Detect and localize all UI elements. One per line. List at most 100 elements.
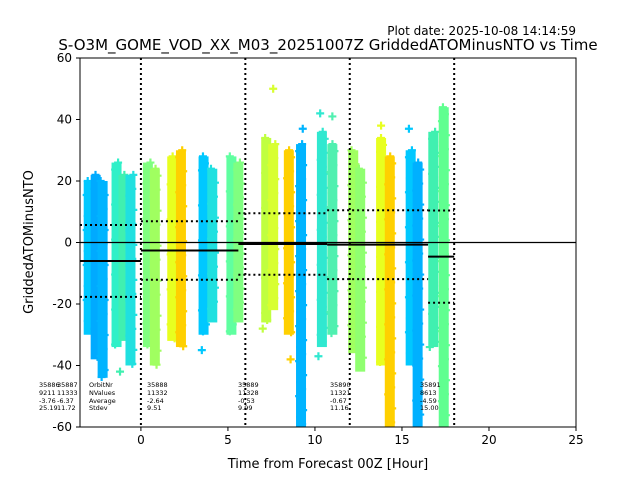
- data-point: [326, 168, 335, 177]
- data-band: [295, 140, 308, 427]
- data-point: [90, 324, 99, 333]
- data-point: [440, 355, 449, 364]
- data-point: [354, 339, 363, 348]
- data-point: [441, 131, 450, 140]
- data-point: [412, 291, 421, 300]
- data-point: [439, 124, 448, 133]
- data-point: [175, 328, 184, 337]
- data-point: [328, 175, 337, 184]
- data-point: [388, 264, 397, 273]
- data-point: [261, 133, 270, 142]
- data-point: [439, 264, 448, 273]
- data-point: [270, 259, 279, 268]
- data-point: [297, 364, 306, 373]
- data-point: [225, 292, 234, 301]
- data-point: [97, 198, 106, 206]
- data-point: [236, 284, 245, 293]
- data-point: [197, 201, 206, 210]
- data-point: [385, 306, 394, 315]
- data-point: [261, 203, 270, 212]
- data-point: [347, 321, 356, 330]
- data-point: [378, 294, 387, 303]
- data-point: [329, 196, 338, 205]
- data-point: [208, 206, 217, 215]
- data-point: [151, 234, 160, 243]
- data-point: [235, 228, 244, 237]
- data-point: [128, 289, 137, 298]
- data-point: [355, 325, 364, 334]
- data-point: [440, 180, 449, 189]
- data-point: [150, 178, 159, 187]
- data-point: [111, 340, 120, 349]
- data-point: [167, 166, 176, 175]
- data-point: [198, 222, 207, 231]
- data-point: [150, 318, 159, 327]
- data-point: [142, 284, 151, 293]
- data-point: [233, 256, 242, 265]
- data-point: [206, 304, 215, 313]
- data-point: [388, 299, 397, 308]
- data-point: [328, 140, 337, 149]
- data-point: [316, 225, 325, 234]
- data-point: [197, 271, 206, 280]
- x-tick-label: 5: [224, 433, 232, 447]
- data-point: [267, 266, 276, 275]
- data-point: [284, 300, 293, 309]
- data-point: [431, 127, 440, 136]
- data-point: [351, 160, 360, 169]
- data-point: [412, 221, 421, 230]
- data-point: [347, 216, 356, 225]
- data-point: [440, 285, 449, 294]
- data-point: [357, 297, 366, 306]
- data-point: [208, 276, 217, 285]
- data-point: [405, 314, 414, 323]
- stats-value: 35888: [147, 381, 168, 389]
- data-point: [329, 301, 338, 310]
- data-point: [111, 305, 120, 314]
- stats-value: 9211: [39, 389, 56, 397]
- data-point: [355, 255, 364, 264]
- data-point: [234, 172, 243, 181]
- data-point: [151, 199, 160, 208]
- data-point: [317, 281, 326, 290]
- data-point: [295, 217, 304, 226]
- data-point: [431, 337, 440, 346]
- data-point: [234, 277, 243, 286]
- stats-value: 11321: [330, 389, 351, 397]
- data-point: [118, 198, 127, 207]
- x-tick-label: 15: [394, 433, 409, 447]
- data-point: [285, 146, 294, 155]
- data-point: [83, 282, 92, 290]
- data-point: [387, 208, 396, 217]
- band-body: [384, 156, 395, 427]
- data-point: [283, 244, 292, 253]
- data-point: [388, 404, 397, 413]
- data-point: [355, 360, 364, 369]
- data-point: [287, 223, 296, 232]
- data-point: [270, 189, 279, 198]
- data-point: [297, 224, 306, 233]
- data-point: [348, 202, 357, 211]
- data-point: [377, 273, 386, 282]
- data-point: [297, 294, 306, 303]
- data-point: [415, 284, 424, 293]
- data-point: [286, 307, 295, 316]
- data-point: [287, 328, 296, 337]
- data-point: [236, 249, 245, 258]
- data-band: [283, 146, 296, 337]
- data-band: [125, 170, 138, 368]
- band-body: [327, 144, 338, 335]
- data-point: [97, 303, 106, 311]
- data-point: [438, 313, 447, 322]
- data-point: [357, 192, 366, 201]
- data-point: [268, 147, 277, 156]
- band-body: [348, 150, 359, 354]
- data-point: [176, 314, 185, 323]
- data-point: [316, 190, 325, 199]
- data-point: [178, 251, 187, 260]
- data-point: [176, 279, 185, 288]
- data-point: [327, 189, 336, 198]
- data-point: [316, 109, 325, 118]
- data-point: [437, 292, 446, 301]
